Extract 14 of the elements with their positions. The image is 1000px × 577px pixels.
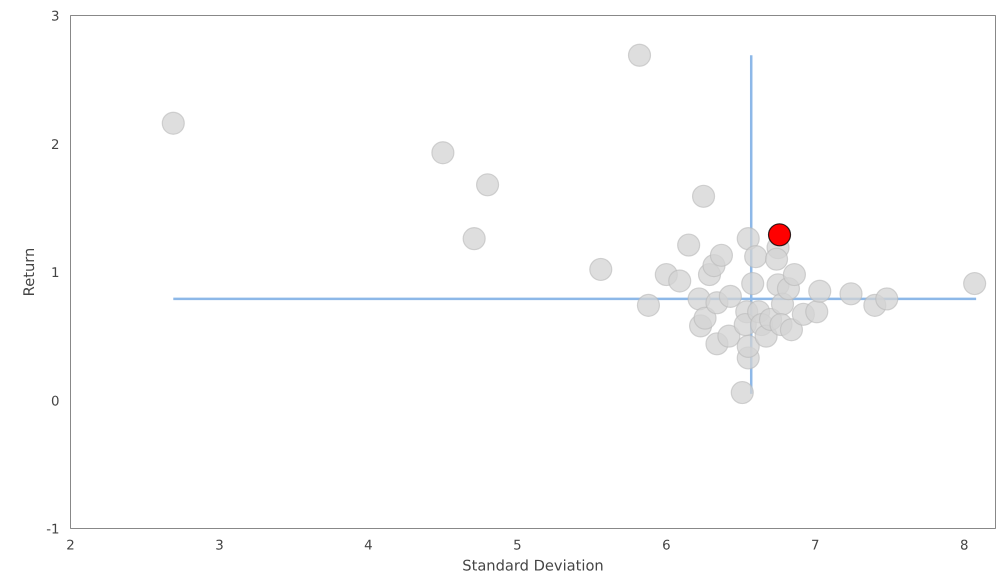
x-tick-label: 3 [215, 538, 224, 554]
x-axis-title: Standard Deviation [462, 558, 604, 574]
y-tick-label: 0 [51, 394, 60, 410]
y-tick-label: 1 [51, 266, 60, 281]
x-tick-label: 7 [811, 538, 820, 554]
x-tick-label: 6 [662, 538, 671, 554]
y-tick-label: 2 [51, 138, 60, 153]
y-tick-label: 3 [51, 10, 60, 24]
x-tick-label: 5 [513, 538, 522, 554]
y-tick-label: -1 [46, 522, 60, 538]
y-axis-title: Return [21, 248, 38, 296]
x-tick-label: 4 [364, 538, 373, 554]
x-tick-label: 2 [66, 538, 75, 554]
x-tick-label: 8 [960, 538, 968, 554]
